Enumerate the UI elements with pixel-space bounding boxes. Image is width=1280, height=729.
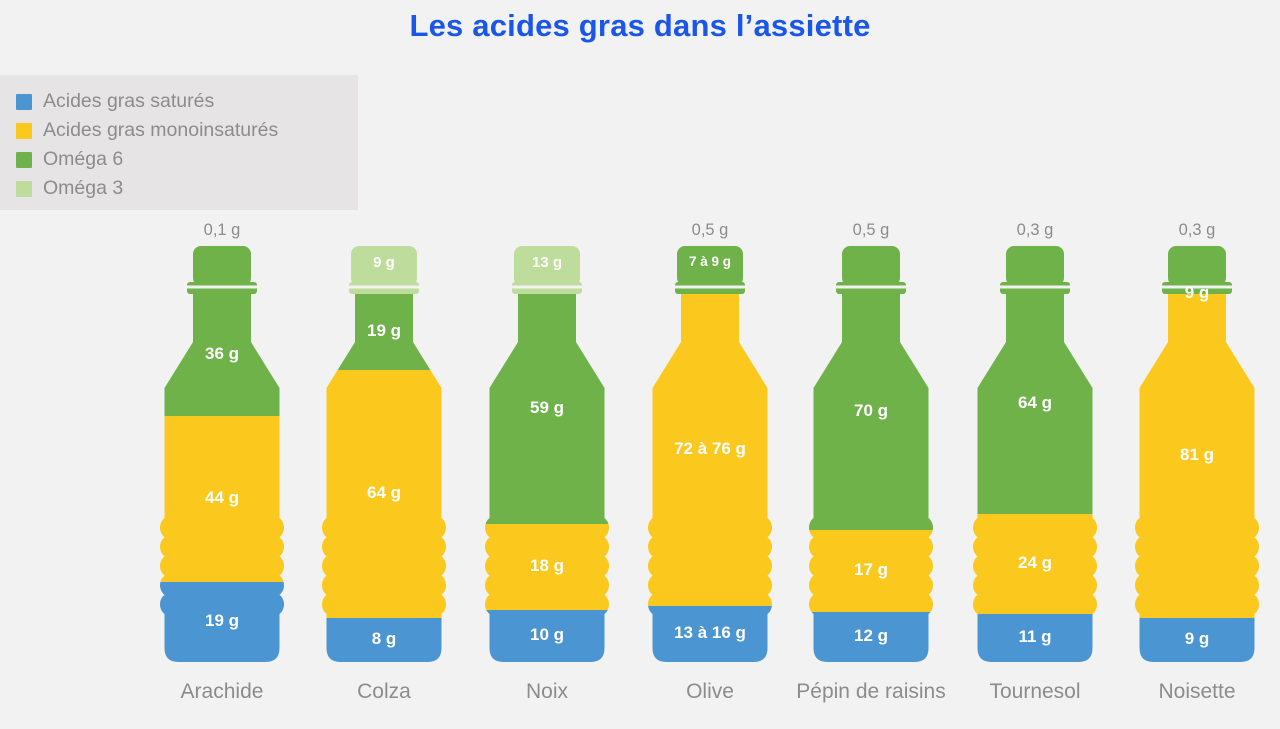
bottle-segment-monounsaturated — [322, 370, 446, 618]
bottle-name-label: Noisette — [1158, 680, 1236, 703]
legend-label-omega3: Oméga 3 — [43, 177, 124, 199]
bottle-segment-omega6 — [973, 294, 1097, 514]
omega3-top-label: 0,3 g — [1178, 221, 1216, 239]
bottle-segment-omega6 — [485, 294, 609, 524]
bottle-segment-omega6 — [322, 294, 446, 370]
bottle-segment-monounsaturated — [973, 514, 1097, 614]
bottle-cap — [349, 246, 419, 294]
bottle-segment-saturated — [809, 612, 933, 662]
bottle-segment-monounsaturated — [485, 524, 609, 610]
bottle-segment-saturated — [485, 610, 609, 662]
legend-label-omega6: Oméga 6 — [43, 148, 124, 170]
bottle-cap — [675, 246, 745, 294]
bottle-segment-omega6 — [809, 294, 933, 530]
legend-item-saturated: Acides gras saturés — [16, 87, 358, 116]
bottle-segment-saturated — [322, 618, 446, 662]
bottle-cap — [512, 246, 582, 294]
legend-swatch-monounsaturated — [16, 122, 32, 139]
legend-item-omega3: Oméga 3 — [16, 174, 358, 203]
bottle-segment-saturated — [973, 614, 1097, 662]
bottle-name-label: Noix — [525, 680, 568, 703]
omega3-top-label: 0,5 g — [852, 221, 890, 239]
omega3-top-label: 0,3 g — [1016, 221, 1054, 239]
bottle-segment-monounsaturated — [160, 416, 284, 582]
page-title: Les acides gras dans l’assiette — [409, 8, 871, 43]
bottle-name-label: Colza — [357, 680, 411, 703]
legend-label-monounsaturated: Acides gras monoinsaturés — [43, 119, 279, 141]
bottle-cap — [187, 246, 257, 294]
bottle-segment-monounsaturated — [648, 294, 772, 606]
bottle-cap — [1000, 246, 1070, 294]
bottle-name-label: Pépin de raisins — [796, 680, 946, 703]
bottle-segment-saturated — [160, 582, 284, 662]
bottle-noix: 13 g 59 g 18 g 10 g — [472, 242, 622, 668]
bottle-olive: 7 à 9 g 72 à 76 g 13 à 16 g — [635, 242, 785, 668]
bottle-segment-monounsaturated — [1135, 294, 1259, 618]
omega3-top-label: 0,5 g — [691, 221, 729, 239]
legend-swatch-saturated — [16, 93, 32, 110]
bottle-segment-omega6 — [160, 294, 284, 416]
legend-label-saturated: Acides gras saturés — [43, 90, 215, 112]
bottle-segment-saturated — [1135, 618, 1259, 662]
bottle-cap — [836, 246, 906, 294]
legend: Acides gras saturés Acides gras monoinsa… — [0, 75, 358, 210]
bottle-name-label: Olive — [686, 680, 734, 703]
bottle-name-label: Arachide — [180, 680, 264, 703]
bottle-arachide: 36 g 44 g 19 g — [147, 242, 297, 668]
bottle-cap — [1162, 246, 1232, 294]
legend-swatch-omega6 — [16, 151, 32, 168]
bottle-tournesol: 64 g 24 g 11 g — [960, 242, 1110, 668]
legend-item-monounsaturated: Acides gras monoinsaturés — [16, 116, 358, 145]
bottle-p-pin-de-raisins: 70 g 17 g 12 g — [796, 242, 946, 668]
legend-swatch-omega3 — [16, 180, 32, 197]
bottle-column: 0,1 g 36 g 44 g 19 g Arachide — [122, 218, 322, 704]
omega3-top-label: 0,1 g — [203, 221, 241, 239]
bottle-column: 0,5 g 70 g 17 g 12 g Pépin de raisins — [771, 218, 971, 704]
bottle-name-label: Tournesol — [989, 680, 1081, 703]
bottle-segment-monounsaturated — [809, 530, 933, 612]
legend-item-omega6: Oméga 6 — [16, 145, 358, 174]
bottle-segment-saturated — [648, 606, 772, 662]
